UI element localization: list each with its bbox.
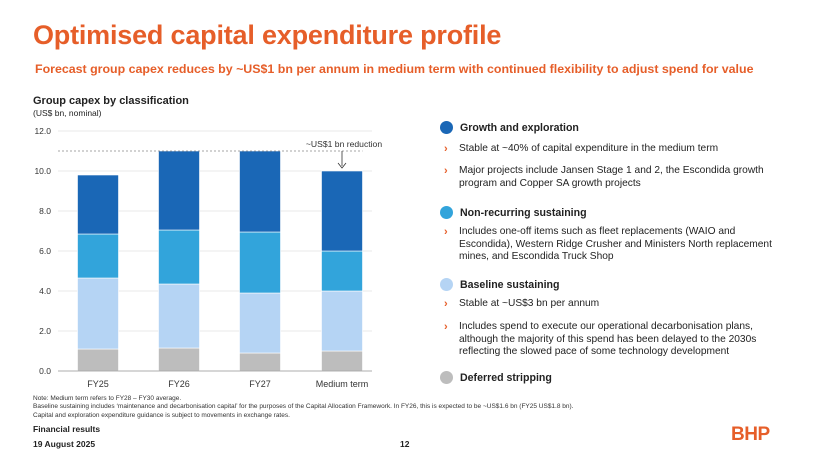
legend-category: Baseline sustaining › Stable at ~US$3 bn p… <box>440 278 756 357</box>
legend-bullet: › Major projects include Jansen Stage 1 a… <box>440 165 819 190</box>
legend-bullet-text: Includes one-off items such as fleet rep… <box>459 226 736 237</box>
y-tick-label: 10.0 <box>34 166 51 176</box>
legend-bullet-text: Stable at ~US$3 bn per annum <box>459 298 600 309</box>
y-tick-label: 4.0 <box>39 286 51 296</box>
bar-segment <box>77 233 119 279</box>
footer-label: Financial results <box>33 424 101 434</box>
page-title: Optimised capital expenditure profile <box>33 20 502 50</box>
legend-bullet-text: Stable at ~40% of capital expenditure in… <box>459 143 719 154</box>
bar-segment <box>158 283 200 349</box>
legend-category: Deferred stripping <box>440 371 552 384</box>
bar-segment <box>239 150 281 233</box>
chevron-right-icon: › <box>444 298 448 310</box>
legend-swatch <box>440 206 453 219</box>
legend-bullet-text: program and Copper SA growth projects <box>459 177 641 189</box>
chart-title: Group capex by classification <box>33 95 189 107</box>
bhp-logo: BHP <box>731 424 770 445</box>
legend-category: Non-recurring sustaining › Includes one-of… <box>440 206 772 262</box>
legend-swatch <box>440 371 453 384</box>
legend-bullet: › Stable at ~40% of capital expenditure i… <box>440 143 819 156</box>
legend-entry: Baseline sustaining <box>440 278 560 291</box>
footnote-line: Baseline sustaining includes ‘maintenanc… <box>33 403 574 411</box>
legend-bullet-text: reflecting the slowed pace of some techn… <box>459 346 730 358</box>
y-tick-label: 2.0 <box>39 326 51 336</box>
footer-date: 19 August 2025 <box>33 439 96 449</box>
legend-swatch <box>440 121 453 134</box>
page-number: 12 <box>400 439 410 449</box>
bar-segment <box>239 292 281 354</box>
chevron-right-icon: › <box>444 143 448 155</box>
bar-segment <box>239 231 281 294</box>
legend-label: Deferred stripping <box>460 371 552 384</box>
y-tick-label: 0.0 <box>39 366 51 376</box>
bar-segment <box>239 352 281 372</box>
legend-bullet-text: Major projects include Jansen Stage 1 an… <box>459 165 764 176</box>
chevron-right-icon: › <box>444 321 448 333</box>
chevron-right-icon: › <box>444 226 448 238</box>
legend-label: Non-recurring sustaining <box>460 206 587 219</box>
footnotes: Note: Medium term refers to FY28 – FY30 … <box>33 395 573 420</box>
legend-bullet: › Includes one-off items such as fleet re… <box>440 226 819 264</box>
page-subtitle: Forecast group capex reduces by ~US$1 bn… <box>35 62 754 76</box>
legend-label: Growth and exploration <box>460 121 579 134</box>
legend-bullet-text: Includes spend to execute our operationa… <box>459 321 753 332</box>
bar-segment <box>321 170 363 252</box>
y-tick-label: 6.0 <box>39 246 51 256</box>
x-tick-label: FY25 <box>87 379 109 389</box>
legend-entry: Non-recurring sustaining <box>440 206 587 219</box>
legend-category: Growth and exploration › Stable at ~40% of… <box>440 121 764 189</box>
legend-bullet: › Stable at ~US$3 bn per annum <box>440 298 819 311</box>
legend-bullet-text: although the majority of this spend has … <box>459 333 757 345</box>
legend-bullet-text: mines, and Escondida Truck Shop <box>459 251 614 263</box>
footnote-line: Capital and exploration expenditure guid… <box>33 411 290 419</box>
annotation-label: ~US$1 bn reduction <box>306 139 382 149</box>
legend-bullet: › Includes spend to execute our operation… <box>440 321 819 359</box>
annotation-arrow-head <box>337 162 347 169</box>
bar-segment <box>158 229 200 285</box>
bar-segment <box>77 174 119 235</box>
legend-entry: Growth and exploration <box>440 121 579 134</box>
bar-segment <box>77 277 119 350</box>
chevron-right-icon: › <box>444 165 448 177</box>
y-tick-label: 12.0 <box>34 126 51 136</box>
bar-segment <box>321 290 363 352</box>
x-tick-label: Medium term <box>316 379 369 389</box>
legend-swatch <box>440 278 453 291</box>
bar-segment <box>77 348 119 372</box>
bar-segment <box>321 350 363 372</box>
bar-segment <box>158 150 200 231</box>
x-tick-label: FY26 <box>168 379 190 389</box>
legend-bullet-text: Escondida), Western Ridge Crusher and Mi… <box>459 238 772 250</box>
footnote-line: Note: Medium term refers to FY28 – FY30 … <box>33 395 182 402</box>
legend-label: Baseline sustaining <box>460 278 560 291</box>
chart-units-label: (US$ bn, nominal) <box>33 108 102 118</box>
capex-chart: Group capex by classification (US$ bn, n… <box>33 95 382 389</box>
bar-segment <box>158 347 200 372</box>
bar-segment <box>321 250 363 292</box>
y-tick-label: 8.0 <box>39 206 51 216</box>
legend-entry: Deferred stripping <box>440 371 552 384</box>
x-tick-label: FY27 <box>249 379 271 389</box>
